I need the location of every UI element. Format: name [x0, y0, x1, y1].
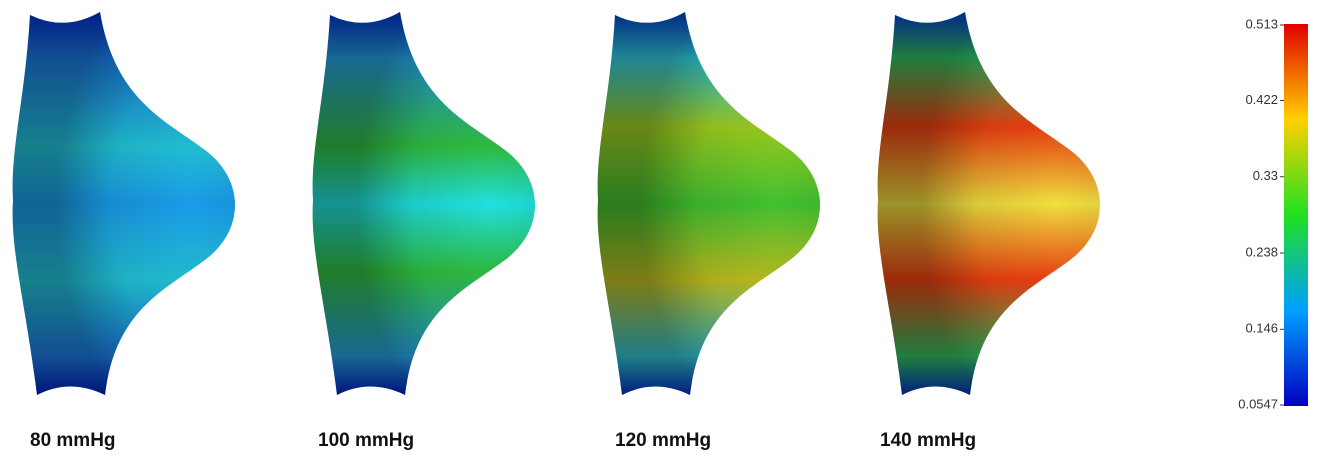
panel-label: 140 mmHg: [880, 430, 976, 451]
model-panel: [13, 12, 235, 395]
colorbar: [1284, 24, 1308, 406]
colorbar-tick-label: 0.238: [1245, 244, 1278, 259]
colorbar-tick-label: 0.513: [1245, 16, 1278, 31]
model-panel: [598, 12, 820, 395]
panel-label: 100 mmHg: [318, 430, 414, 451]
colorbar-tick-label: 0.0547: [1238, 396, 1278, 411]
model-panel: [878, 12, 1100, 395]
colorbar-tick-label: 0.422: [1245, 92, 1278, 107]
colorbar-tick-label: 0.33: [1253, 168, 1278, 183]
colorbar-tick-label: 0.146: [1245, 321, 1278, 336]
model-panel: [313, 12, 535, 395]
figure: 80 mmHg 100 mmHg 120 mmHg 140 mmHg 0.513…: [0, 0, 1326, 457]
panel-label: 120 mmHg: [615, 430, 711, 451]
panel-label: 80 mmHg: [30, 430, 116, 451]
